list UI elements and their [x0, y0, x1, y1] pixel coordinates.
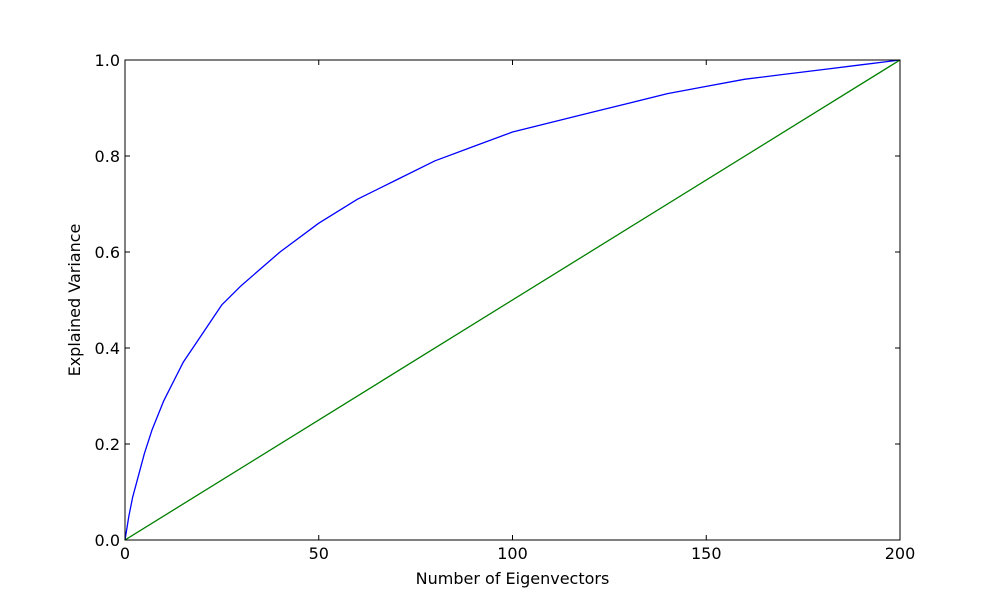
x-tick-label: 100 [497, 544, 528, 563]
series-line-2 [124, 59, 901, 541]
y-tick-label: 0.2 [95, 435, 120, 454]
y-axis-label: Explained Variance [65, 224, 84, 377]
series-layer [124, 59, 901, 541]
x-tick-label: 50 [309, 544, 329, 563]
ticks-layer: 0 50 100 150 200 0.0 0.2 0.4 0.6 0.8 1.0 [95, 51, 916, 563]
x-axis-label: Number of Eigenvectors [416, 569, 610, 588]
y-tick-label: 1.0 [95, 51, 120, 70]
y-tick-label: 0.0 [95, 531, 120, 550]
x-tick-label: 200 [885, 544, 916, 563]
y-tick-label: 0.4 [95, 339, 120, 358]
series-line-1 [124, 59, 901, 541]
x-tick-label: 0 [120, 544, 130, 563]
x-tick-label: 150 [691, 544, 722, 563]
y-tick-label: 0.6 [95, 243, 120, 262]
y-tick-label: 0.8 [95, 147, 120, 166]
